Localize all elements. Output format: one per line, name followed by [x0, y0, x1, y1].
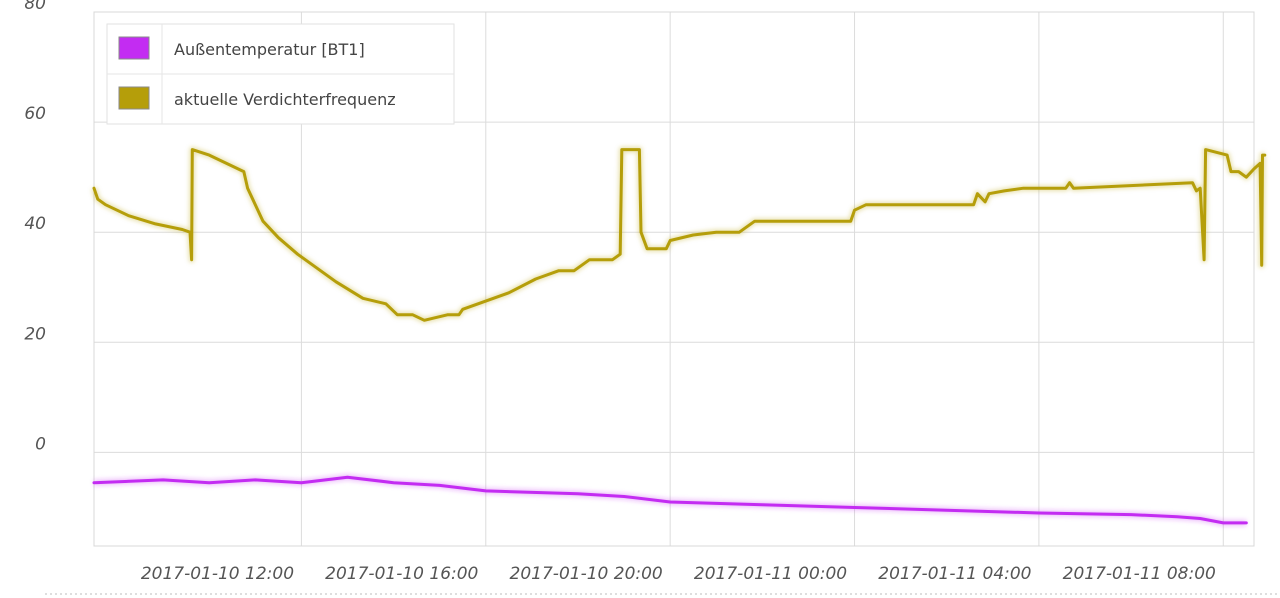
y-tick-label: 60 [24, 104, 46, 124]
legend-label: Außentemperatur [BT1] [174, 40, 365, 59]
series-area [91, 146, 1267, 526]
y-tick-label: 0 [35, 434, 46, 454]
x-tick-label: 2017-01-10 12:00 [141, 564, 294, 584]
legend-swatch [118, 36, 150, 60]
series-line-glow [91, 146, 1266, 324]
x-axis: 2017-01-10 12:00 2017-01-10 16:00 2017-01-… [141, 564, 1216, 584]
x-tick-label: 2017-01-10 16:00 [325, 564, 478, 584]
plot-frame [93, 11, 1255, 547]
legend-label: aktuelle Verdichterfrequenz [174, 90, 396, 109]
y-axis: 0 20 40 60 80 [24, 0, 46, 454]
x-tick-label: 2017-01-11 00:00 [694, 564, 847, 584]
x-tick-label: 2017-01-11 04:00 [878, 564, 1031, 584]
series-line [92, 475, 1248, 525]
y-tick-label: 40 [24, 214, 46, 234]
legend-swatch [118, 86, 150, 110]
legend: Außentemperatur [BT1] aktuelle Verdichter… [106, 23, 455, 125]
x-tick-label: 2017-01-10 20:00 [510, 564, 663, 584]
y-tick-label: 20 [24, 324, 46, 344]
x-tick-label: 2017-01-11 08:00 [1063, 564, 1216, 584]
series-line [92, 148, 1267, 322]
y-tick-label: 80 [24, 0, 46, 14]
